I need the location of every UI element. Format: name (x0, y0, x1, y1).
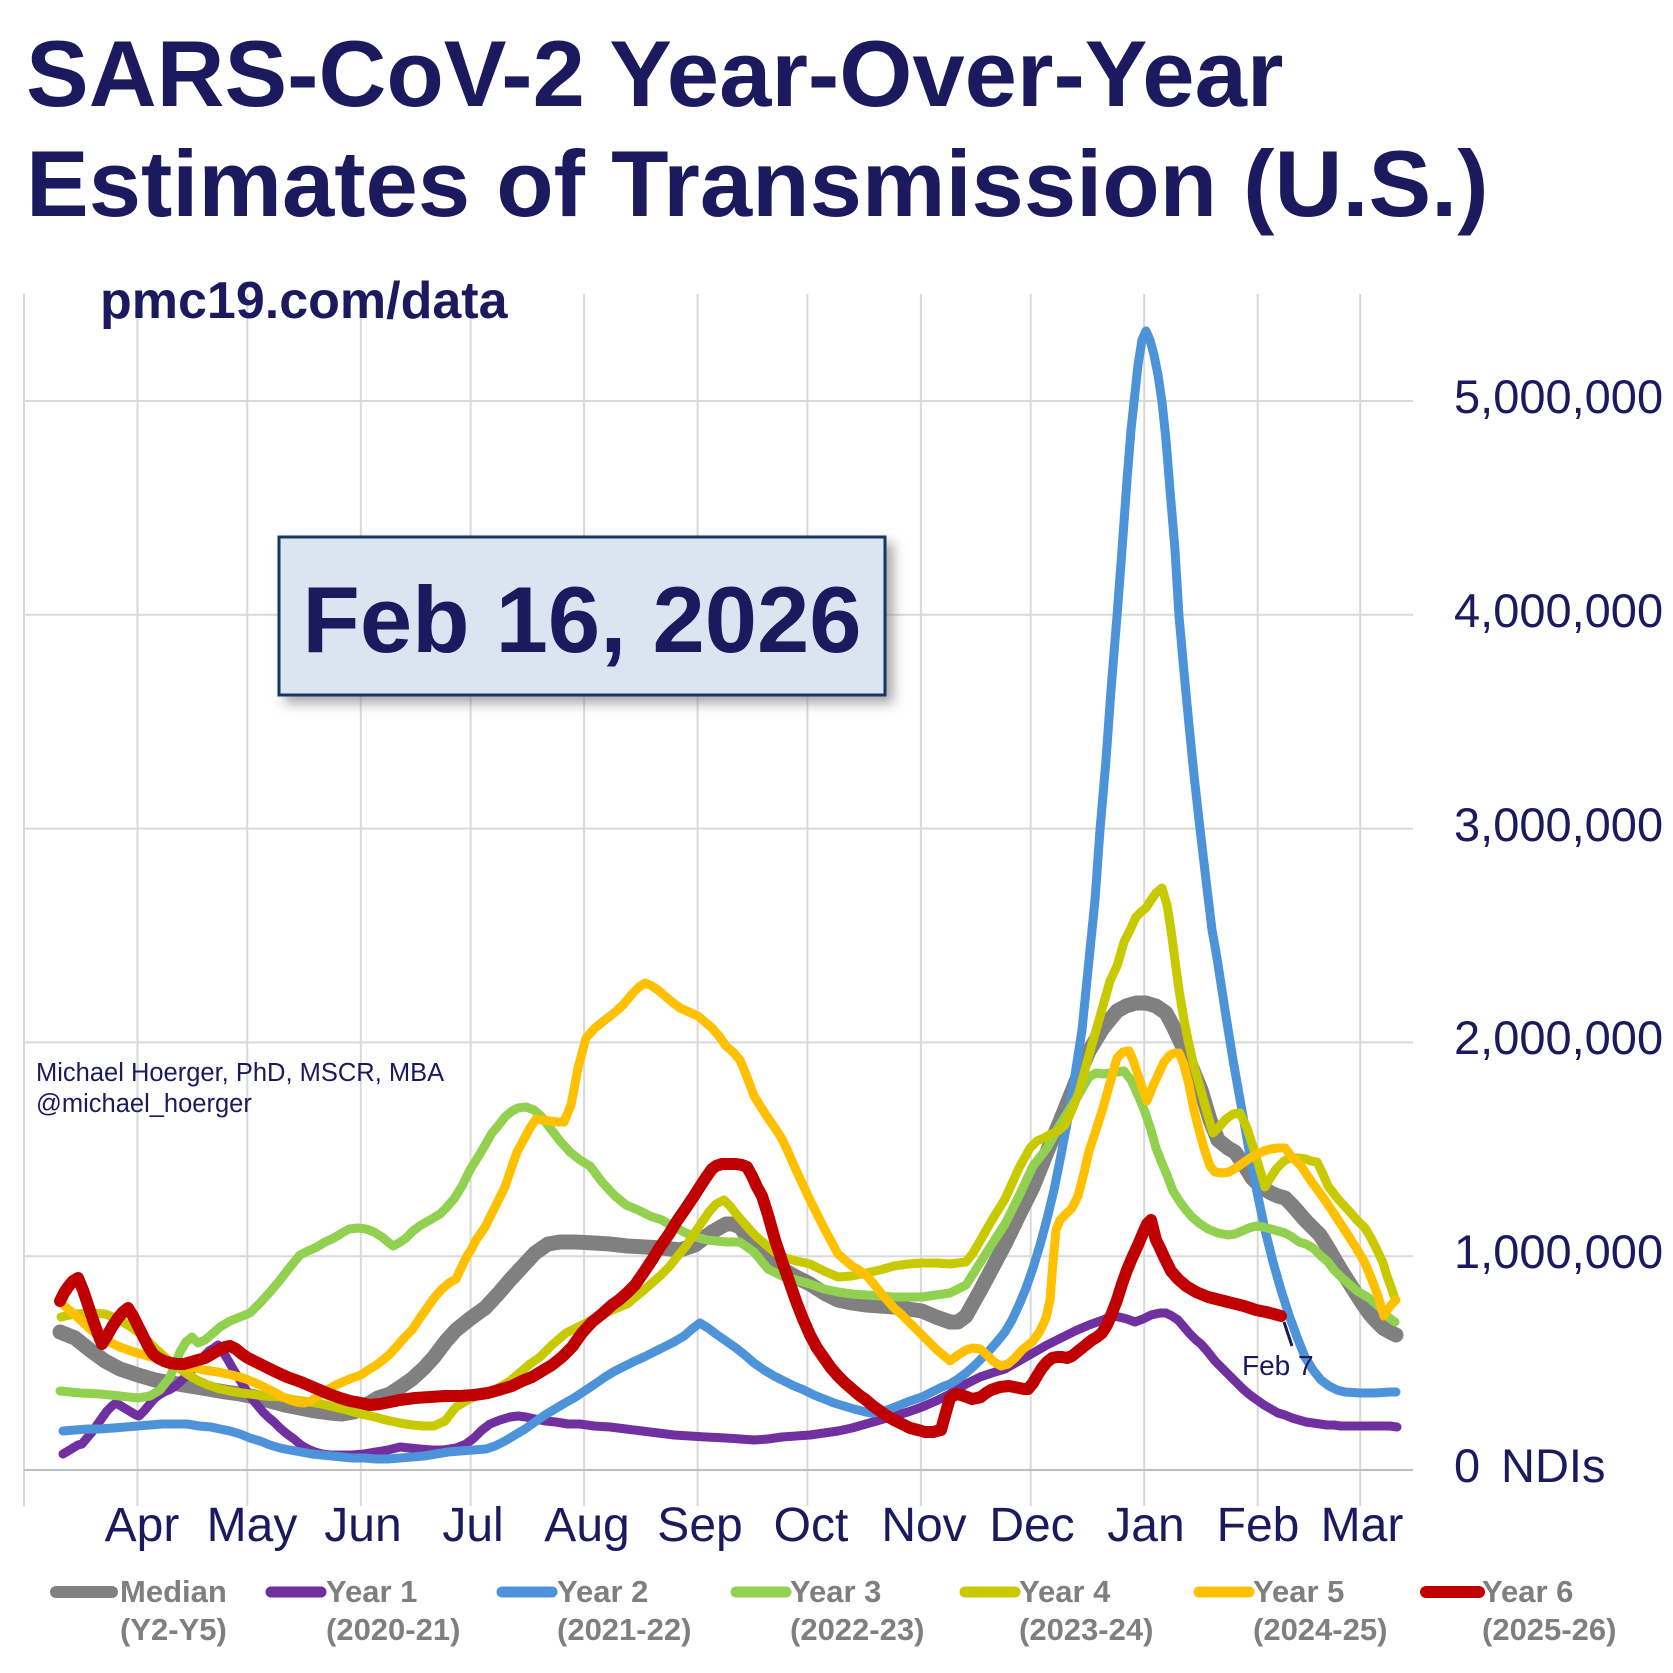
svg-text:Jan: Jan (1107, 1499, 1184, 1552)
svg-text:SARS-CoV-2 Year-Over-Year: SARS-CoV-2 Year-Over-Year (26, 21, 1283, 126)
svg-text:Feb: Feb (1217, 1499, 1300, 1552)
svg-text:Sep: Sep (657, 1499, 742, 1552)
svg-text:3,000,000: 3,000,000 (1454, 798, 1663, 851)
svg-text:Apr: Apr (105, 1499, 180, 1552)
svg-text:(2025-26): (2025-26) (1482, 1612, 1616, 1647)
svg-text:Jun: Jun (324, 1499, 401, 1552)
svg-text:2,000,000: 2,000,000 (1454, 1011, 1663, 1064)
svg-text:(Y2-Y5): (Y2-Y5) (120, 1612, 227, 1647)
svg-text:0: 0 (1454, 1439, 1480, 1492)
svg-text:4,000,000: 4,000,000 (1454, 584, 1663, 637)
svg-text:Mar: Mar (1321, 1499, 1404, 1552)
svg-text:Michael Hoerger, PhD, MSCR, MB: Michael Hoerger, PhD, MSCR, MBA (36, 1059, 444, 1087)
svg-text:Oct: Oct (774, 1499, 849, 1552)
svg-text:(2020-21): (2020-21) (326, 1612, 460, 1647)
svg-text:(2022-23): (2022-23) (790, 1612, 924, 1647)
svg-text:Median: Median (120, 1574, 227, 1609)
svg-text:Dec: Dec (989, 1499, 1074, 1552)
svg-text:(2021-22): (2021-22) (557, 1612, 691, 1647)
svg-text:NDIs: NDIs (1501, 1439, 1605, 1492)
svg-text:(2024-25): (2024-25) (1253, 1612, 1387, 1647)
svg-text:Feb 7: Feb 7 (1242, 1350, 1314, 1381)
svg-text:Year 2: Year 2 (557, 1574, 648, 1609)
svg-text:5,000,000: 5,000,000 (1454, 370, 1663, 423)
svg-text:Nov: Nov (881, 1499, 966, 1552)
svg-text:pmc19.com/data: pmc19.com/data (100, 272, 509, 330)
svg-text:Jul: Jul (442, 1499, 503, 1552)
svg-text:Estimates of Transmission (U.S: Estimates of Transmission (U.S.) (26, 131, 1489, 236)
svg-text:Year 4: Year 4 (1019, 1574, 1111, 1609)
svg-text:(2023-24): (2023-24) (1019, 1612, 1153, 1647)
svg-text:Aug: Aug (544, 1499, 629, 1552)
svg-text:@michael_hoerger: @michael_hoerger (36, 1090, 252, 1118)
svg-text:Year 6: Year 6 (1482, 1574, 1573, 1609)
svg-text:Year 3: Year 3 (790, 1574, 881, 1609)
svg-text:1,000,000: 1,000,000 (1454, 1225, 1663, 1278)
svg-text:Year 5: Year 5 (1253, 1574, 1344, 1609)
svg-text:Feb 16, 2026: Feb 16, 2026 (302, 567, 861, 672)
svg-text:Year 1: Year 1 (326, 1574, 417, 1609)
svg-text:May: May (207, 1499, 298, 1552)
